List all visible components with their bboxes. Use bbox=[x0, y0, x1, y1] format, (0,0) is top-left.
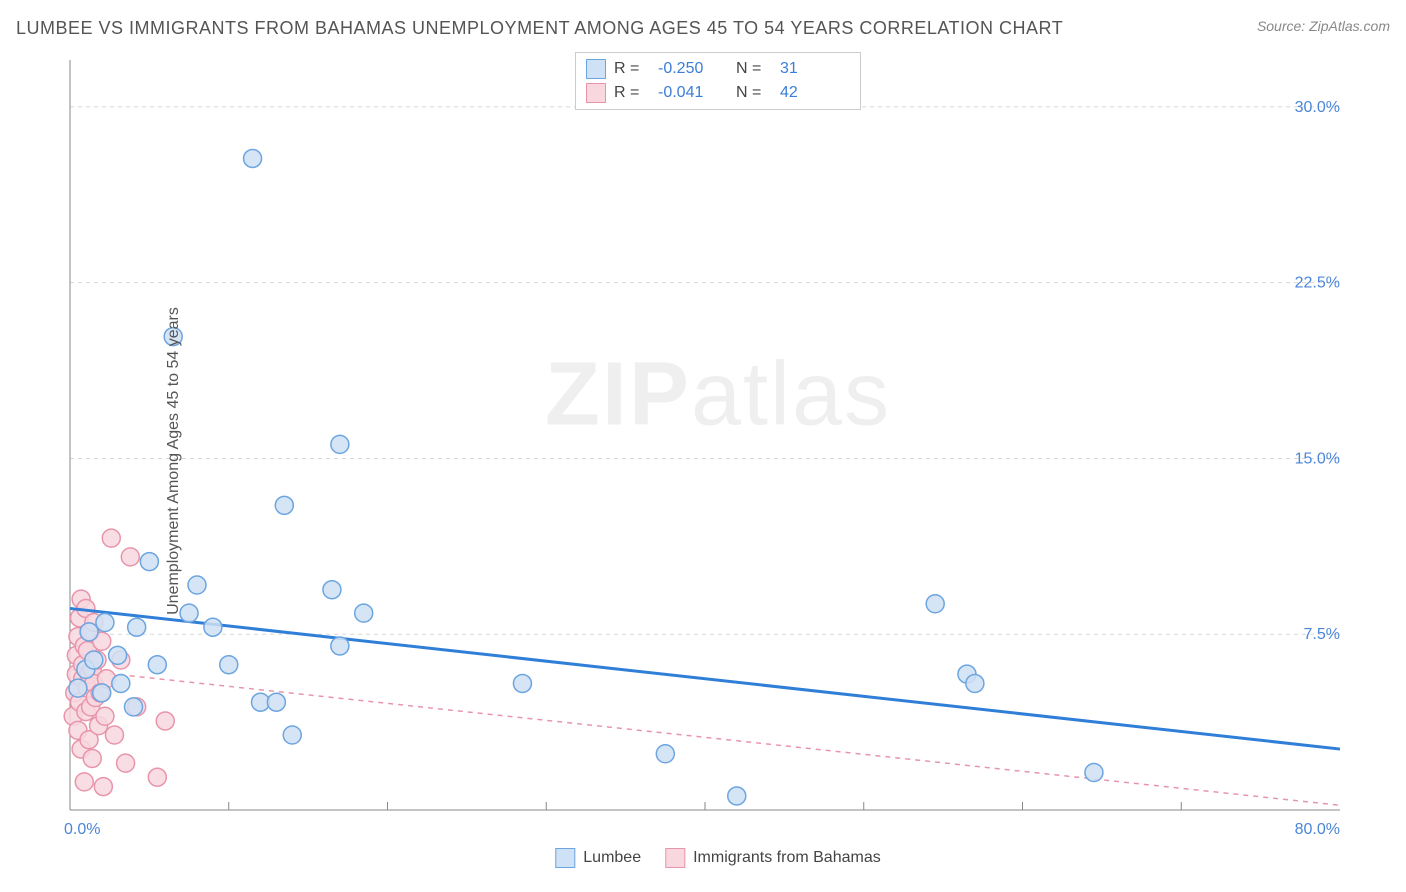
svg-text:7.5%: 7.5% bbox=[1304, 626, 1340, 643]
r-value-1: -0.250 bbox=[658, 57, 728, 81]
r-label-2: R = bbox=[614, 81, 650, 105]
lumbee-swatch-2 bbox=[555, 848, 575, 868]
svg-text:0.0%: 0.0% bbox=[64, 821, 100, 838]
n-label-2: N = bbox=[736, 81, 772, 105]
chart-area: Unemployment Among Ages 45 to 54 years Z… bbox=[50, 50, 1386, 872]
bahamas-label: Immigrants from Bahamas bbox=[693, 849, 881, 867]
legend-item-lumbee: Lumbee bbox=[555, 848, 641, 868]
n-value-1: 31 bbox=[780, 57, 850, 81]
r-value-2: -0.041 bbox=[658, 81, 728, 105]
lumbee-swatch bbox=[586, 59, 606, 79]
correlation-row-1: R = -0.250 N = 31 bbox=[586, 57, 850, 81]
correlation-row-2: R = -0.041 N = 42 bbox=[586, 81, 850, 105]
lumbee-label: Lumbee bbox=[583, 849, 641, 867]
scatter-chart: 7.5% 15.0% 22.5% 30.0% 0.0% 80.0% bbox=[50, 50, 1350, 840]
source-label: Source: ZipAtlas.com bbox=[1257, 18, 1390, 34]
y-axis-label: Unemployment Among Ages 45 to 54 years bbox=[165, 307, 183, 615]
svg-text:30.0%: 30.0% bbox=[1295, 99, 1340, 116]
svg-text:22.5%: 22.5% bbox=[1295, 275, 1340, 292]
n-label: N = bbox=[736, 57, 772, 81]
chart-header: LUMBEE VS IMMIGRANTS FROM BAHAMAS UNEMPL… bbox=[16, 18, 1390, 39]
r-label: R = bbox=[614, 57, 650, 81]
chart-title: LUMBEE VS IMMIGRANTS FROM BAHAMAS UNEMPL… bbox=[16, 18, 1063, 39]
bahamas-swatch bbox=[586, 83, 606, 103]
n-value-2: 42 bbox=[780, 81, 850, 105]
legend-item-bahamas: Immigrants from Bahamas bbox=[665, 848, 881, 868]
series-legend: Lumbee Immigrants from Bahamas bbox=[555, 848, 880, 868]
correlation-legend: R = -0.250 N = 31 R = -0.041 N = 42 bbox=[575, 52, 861, 110]
bahamas-swatch-2 bbox=[665, 848, 685, 868]
svg-text:15.0%: 15.0% bbox=[1295, 450, 1340, 467]
svg-text:80.0%: 80.0% bbox=[1295, 821, 1340, 838]
